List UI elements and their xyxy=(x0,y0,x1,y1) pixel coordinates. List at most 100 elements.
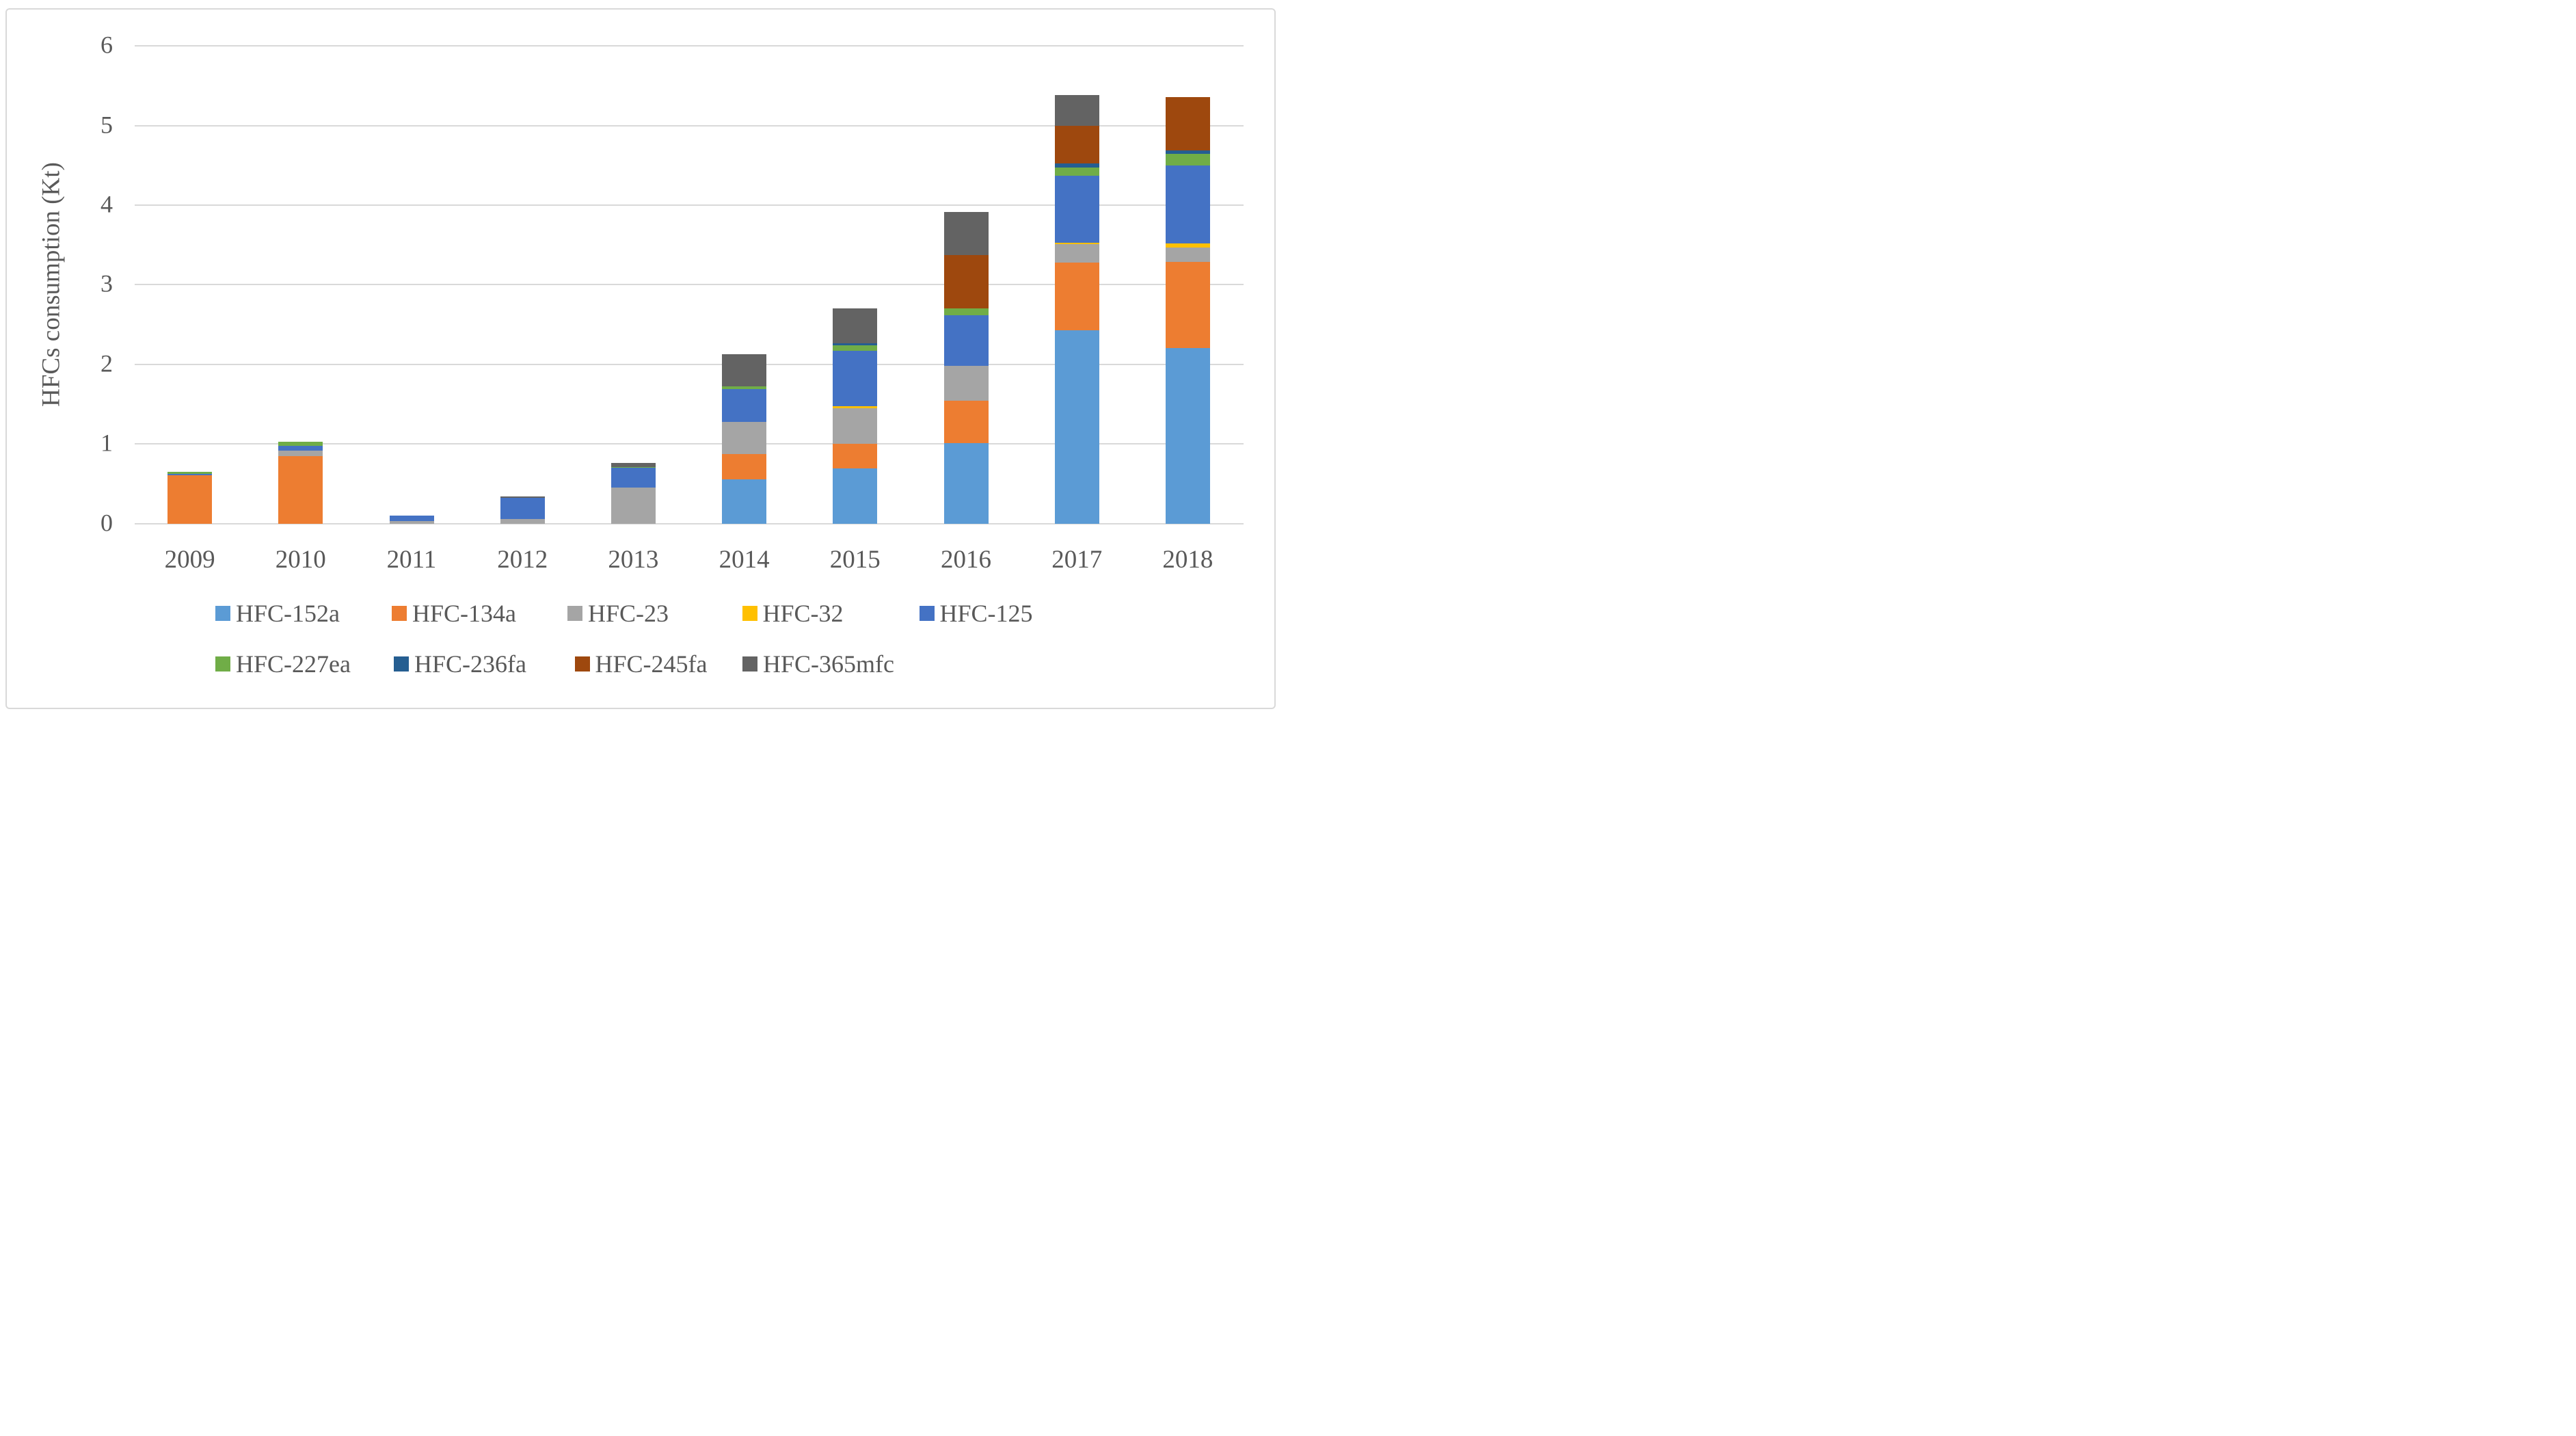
bar-segment-2017-HFC-32 xyxy=(1054,242,1099,244)
bar-segment-2018-HFC-125 xyxy=(1165,165,1210,243)
bar-segment-2009-HFC-134a xyxy=(167,475,213,524)
legend-swatch-HFC-236fa xyxy=(394,656,409,672)
bar-segment-2011-HFC-23 xyxy=(389,521,434,524)
bar-segment-2013-HFC-365mfc xyxy=(611,463,656,467)
bar-segment-2017-HFC-125 xyxy=(1054,175,1099,243)
legend-swatch-HFC-227ea xyxy=(215,656,230,672)
bar-segment-2012-HFC-125 xyxy=(500,497,545,520)
bar-segment-2017-HFC-236fa xyxy=(1054,163,1099,168)
gridline-y-3 xyxy=(134,284,1244,286)
bar-segment-2015-HFC-32 xyxy=(833,406,878,408)
bar-segment-2010-HFC-134a xyxy=(278,455,323,524)
legend-swatch-HFC-134a xyxy=(392,606,407,621)
bar-segment-2015-HFC-152a xyxy=(833,468,878,524)
gridline-y-5 xyxy=(134,124,1244,127)
legend-item-HFC-227ea: HFC-227ea xyxy=(215,650,351,678)
bar-segment-2018-HFC-245fa xyxy=(1165,96,1210,150)
bar-2012 xyxy=(500,0,545,524)
bar-segment-2010-HFC-227ea xyxy=(278,442,323,447)
bar-segment-2016-HFC-152a xyxy=(943,442,989,524)
bar-segment-2017-HFC-152a xyxy=(1054,330,1099,524)
bar-2015 xyxy=(833,0,878,524)
bar-segment-2016-HFC-134a xyxy=(943,401,989,443)
bar-segment-2014-HFC-125 xyxy=(722,388,767,422)
bar-segment-2014-HFC-134a xyxy=(722,454,767,480)
bar-segment-2016-HFC-365mfc xyxy=(943,212,989,256)
x-tick-label-2016: 2016 xyxy=(941,546,991,574)
y-tick-label-6: 6 xyxy=(100,31,113,59)
legend-item-HFC-23: HFC-23 xyxy=(567,601,669,626)
legend-item-HFC-236fa: HFC-236fa xyxy=(394,650,526,678)
bar-2017 xyxy=(1054,0,1099,524)
legend-label-HFC-32: HFC-32 xyxy=(762,600,844,627)
bar-segment-2018-HFC-152a xyxy=(1165,348,1210,524)
bar-segment-2016-HFC-245fa xyxy=(943,255,989,309)
bar-segment-2018-HFC-23 xyxy=(1165,247,1210,262)
y-tick-label-4: 4 xyxy=(100,190,113,218)
gridline-y-2 xyxy=(134,363,1244,365)
x-tick-label-2009: 2009 xyxy=(164,546,215,574)
x-tick-label-2013: 2013 xyxy=(608,546,659,574)
bar-2010 xyxy=(278,0,323,524)
bar-segment-2014-HFC-227ea xyxy=(722,386,767,389)
y-tick-label-1: 1 xyxy=(100,429,113,457)
bar-segment-2014-HFC-152a xyxy=(722,479,767,524)
bar-segment-2017-HFC-227ea xyxy=(1054,168,1099,176)
legend-item-HFC-32: HFC-32 xyxy=(742,601,844,626)
bar-segment-2015-HFC-23 xyxy=(833,408,878,444)
bar-segment-2015-HFC-227ea xyxy=(833,345,878,351)
legend-item-HFC-152a: HFC-152a xyxy=(215,601,340,626)
bar-segment-2013-HFC-23 xyxy=(611,488,656,524)
y-tick-label-5: 5 xyxy=(100,111,113,139)
legend-swatch-HFC-23 xyxy=(567,606,582,621)
bar-segment-2014-HFC-23 xyxy=(722,421,767,455)
x-tick-label-2010: 2010 xyxy=(275,546,326,574)
bar-2013 xyxy=(611,0,656,524)
bar-2009 xyxy=(167,0,213,524)
bar-segment-2016-HFC-125 xyxy=(943,315,989,367)
bar-segment-2016-HFC-227ea xyxy=(943,308,989,315)
bar-segment-2013-HFC-227ea xyxy=(611,466,656,468)
legend-item-HFC-125: HFC-125 xyxy=(919,601,1033,626)
bar-2011 xyxy=(389,0,434,524)
bar-segment-2015-HFC-236fa xyxy=(833,343,878,345)
y-tick-label-3: 3 xyxy=(100,269,113,297)
legend-label-HFC-227ea: HFC-227ea xyxy=(236,650,351,678)
gridline-y-6 xyxy=(134,45,1244,47)
x-tick-label-2015: 2015 xyxy=(829,546,881,574)
legend-item-HFC-134a: HFC-134a xyxy=(392,601,516,626)
bar-segment-2012-HFC-365mfc xyxy=(500,496,545,498)
bar-segment-2018-HFC-134a xyxy=(1165,261,1210,349)
bar-segment-2013-HFC-125 xyxy=(611,468,656,488)
bar-2016 xyxy=(943,0,989,524)
y-tick-label-0: 0 xyxy=(100,509,113,537)
bar-segment-2012-HFC-23 xyxy=(500,519,545,524)
x-tick-label-2017: 2017 xyxy=(1051,546,1103,574)
bar-segment-2011-HFC-125 xyxy=(389,516,434,522)
y-tick-label-2: 2 xyxy=(100,349,113,377)
bar-segment-2018-HFC-32 xyxy=(1165,243,1210,248)
bar-segment-2018-HFC-236fa xyxy=(1165,150,1210,155)
legend-swatch-HFC-125 xyxy=(919,606,935,621)
bar-segment-2010-HFC-125 xyxy=(278,446,323,451)
legend-label-HFC-152a: HFC-152a xyxy=(236,600,340,627)
bar-segment-2014-HFC-365mfc xyxy=(722,354,767,386)
bar-segment-2015-HFC-125 xyxy=(833,350,878,407)
legend-label-HFC-23: HFC-23 xyxy=(588,600,669,627)
legend-label-HFC-236fa: HFC-236fa xyxy=(414,650,526,678)
bar-segment-2018-HFC-227ea xyxy=(1165,154,1210,165)
x-tick-label-2018: 2018 xyxy=(1162,546,1213,574)
x-tick-label-2014: 2014 xyxy=(719,546,770,574)
legend-swatch-HFC-152a xyxy=(215,606,230,621)
legend-label-HFC-125: HFC-125 xyxy=(939,600,1033,627)
legend-label-HFC-365mfc: HFC-365mfc xyxy=(763,650,894,678)
bar-segment-2015-HFC-365mfc xyxy=(833,308,878,344)
gridline-y-4 xyxy=(134,204,1244,206)
bar-segment-2010-HFC-23 xyxy=(278,451,323,456)
legend-label-HFC-134a: HFC-134a xyxy=(412,600,516,627)
bar-2014 xyxy=(722,0,767,524)
x-tick-label-2011: 2011 xyxy=(386,546,437,574)
bar-segment-2017-HFC-23 xyxy=(1054,243,1099,263)
bar-segment-2017-HFC-134a xyxy=(1054,262,1099,330)
